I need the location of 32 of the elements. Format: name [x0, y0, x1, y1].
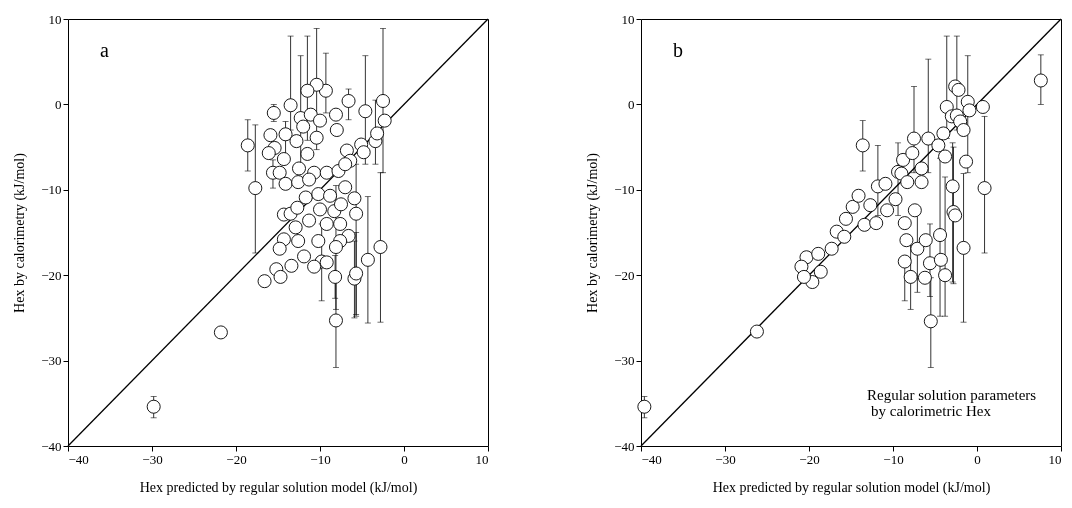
x-tick-label: 0 — [974, 451, 981, 467]
x-tick-label: −40 — [641, 451, 662, 467]
y-tick-label: 0 — [628, 96, 635, 112]
y-axis-title: Hex by calorimetry (kJ/mol) — [12, 152, 29, 313]
y-tick-label: 10 — [621, 11, 635, 27]
y-tick-label: −30 — [41, 353, 62, 369]
x-tick-label: 10 — [475, 451, 489, 467]
x-tick-label: −30 — [142, 451, 163, 467]
text: a — [100, 39, 109, 61]
annotation: Regular solution parameters — [867, 387, 1037, 403]
x-tick-label: 0 — [401, 451, 408, 467]
x-tick-label: −20 — [799, 451, 820, 467]
y-tick-label: −30 — [614, 353, 635, 369]
x-tick-label: −40 — [68, 451, 89, 467]
y-axis-title: Hex by calorimetry (kJ/mol) — [585, 152, 602, 313]
y-tick-label: −20 — [41, 267, 62, 283]
x-tick-label: 10 — [1048, 451, 1062, 467]
y-tick-label: −10 — [41, 182, 62, 198]
y-tick-label: −20 — [614, 267, 635, 283]
x-tick-label: −10 — [310, 451, 331, 467]
y-tick-label: 0 — [55, 96, 62, 112]
y-tick-label: 10 — [48, 11, 62, 27]
x-tick-label: −10 — [883, 451, 904, 467]
x-axis-title: Hex predicted by regular solution model (kJ/mol) — [139, 479, 418, 496]
text: b — [673, 39, 683, 61]
y-tick-label: −10 — [614, 182, 635, 198]
x-axis-title: Hex predicted by regular solution model (kJ/mol) — [712, 479, 991, 496]
annotation: by calorimetric Hex — [871, 403, 992, 419]
y-tick-label: −40 — [614, 438, 635, 454]
y-tick-label: −40 — [41, 438, 62, 454]
x-tick-label: −30 — [715, 451, 736, 467]
x-tick-label: −20 — [226, 451, 247, 467]
